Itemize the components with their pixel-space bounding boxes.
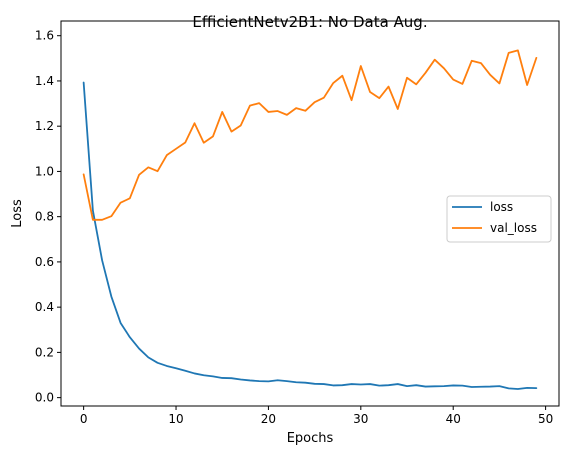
y-tick-label: 1.0 bbox=[35, 164, 54, 178]
series-line-loss bbox=[82, 81, 538, 390]
series-layer bbox=[82, 49, 538, 390]
x-tick-label: 20 bbox=[261, 412, 276, 426]
series-line-val-loss bbox=[82, 49, 538, 221]
y-tick-label: 1.6 bbox=[35, 29, 54, 43]
y-tick-label: 1.4 bbox=[35, 74, 54, 88]
legend-label-val-loss: val_loss bbox=[490, 221, 537, 235]
x-tick-label: 30 bbox=[353, 412, 368, 426]
x-tick-label: 0 bbox=[80, 412, 88, 426]
y-tick-label: 1.2 bbox=[35, 119, 54, 133]
x-tick-label: 10 bbox=[168, 412, 183, 426]
y-tick-label: 0.6 bbox=[35, 255, 54, 269]
y-tick-label: 0.0 bbox=[35, 391, 54, 405]
chart-title: EfficientNetv2B1: No Data Aug. bbox=[192, 13, 427, 31]
y-tick-label: 0.2 bbox=[35, 345, 54, 359]
x-tick-label: 40 bbox=[446, 412, 461, 426]
y-tick-label: 0.4 bbox=[35, 300, 54, 314]
legend: loss val_loss bbox=[446, 195, 552, 243]
y-tick-label: 0.8 bbox=[35, 210, 54, 224]
plot-frame bbox=[60, 20, 560, 407]
legend-label-loss: loss bbox=[490, 200, 513, 214]
x-axis-label: Epochs bbox=[287, 431, 334, 446]
y-axis-label: Loss bbox=[10, 199, 25, 228]
axes-layer: 0 10 20 30 40 50 0.0 0.2 0.4 0.6 0.8 1.0 1.2 1.4 1.6 bbox=[35, 29, 553, 426]
x-tick-label: 50 bbox=[538, 412, 553, 426]
